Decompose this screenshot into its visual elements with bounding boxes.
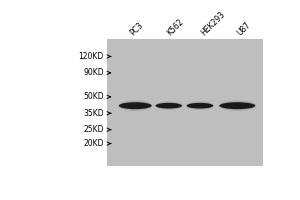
Text: 20KD: 20KD [83,139,104,148]
Text: PC3: PC3 [128,21,145,38]
Ellipse shape [119,102,152,109]
Ellipse shape [218,100,256,111]
Text: U87: U87 [236,21,253,38]
Text: 50KD: 50KD [83,92,104,101]
Ellipse shape [219,102,255,109]
Text: K562: K562 [166,18,186,38]
Ellipse shape [155,103,182,109]
Text: HEK293: HEK293 [199,10,227,38]
Text: 25KD: 25KD [83,125,104,134]
Ellipse shape [118,100,152,111]
Ellipse shape [187,103,213,109]
Ellipse shape [155,101,183,110]
Text: 90KD: 90KD [83,68,104,77]
Ellipse shape [186,101,214,110]
Text: 120KD: 120KD [79,52,104,61]
Bar [107,39,263,166]
Text: 35KD: 35KD [83,109,104,118]
